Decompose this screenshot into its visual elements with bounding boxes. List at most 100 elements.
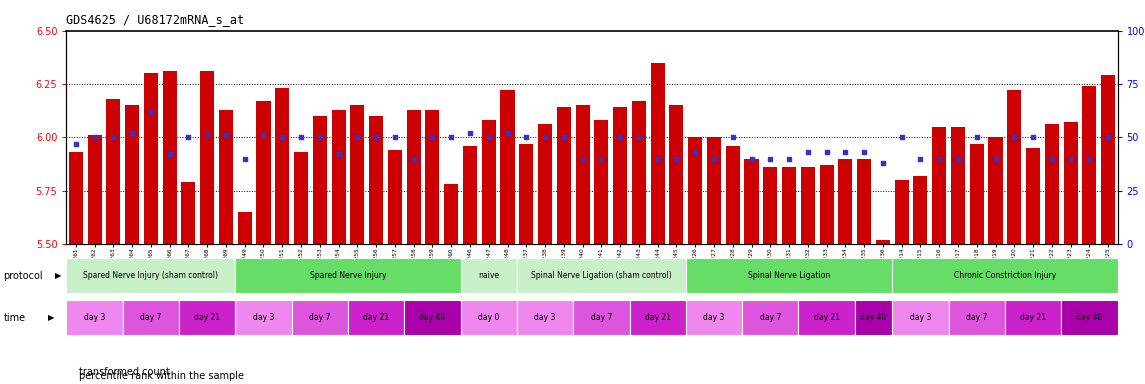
Point — [460, 130, 479, 136]
Bar — [388, 150, 402, 244]
Point — [705, 156, 724, 162]
Text: day 0: day 0 — [479, 313, 499, 322]
Bar — [988, 137, 1003, 244]
Bar — [556, 108, 571, 244]
Text: Chronic Constriction Injury: Chronic Constriction Injury — [954, 271, 1056, 280]
Point — [630, 134, 648, 140]
Bar — [800, 167, 815, 244]
Bar — [1064, 122, 1077, 244]
Text: day 40: day 40 — [419, 313, 445, 322]
Bar — [369, 116, 384, 244]
Text: time: time — [3, 313, 25, 323]
Bar — [1005, 300, 1061, 335]
Bar — [144, 73, 158, 244]
Bar — [574, 300, 630, 335]
Text: day 21: day 21 — [645, 313, 671, 322]
Point — [198, 132, 216, 138]
Point — [292, 134, 310, 140]
Bar — [332, 109, 346, 244]
Point — [986, 156, 1004, 162]
Bar — [613, 108, 627, 244]
Bar — [219, 109, 232, 244]
Point — [686, 149, 704, 155]
Bar — [69, 152, 82, 244]
Point — [874, 160, 892, 166]
Bar — [1044, 124, 1059, 244]
Point — [442, 134, 460, 140]
Bar — [576, 105, 590, 244]
Bar — [650, 63, 665, 244]
Point — [330, 151, 348, 157]
Bar — [892, 300, 948, 335]
Bar — [764, 167, 777, 244]
Bar — [798, 300, 854, 335]
Point — [855, 149, 874, 155]
Bar — [538, 124, 552, 244]
Point — [366, 134, 385, 140]
Point — [574, 156, 592, 162]
Text: ▶: ▶ — [55, 271, 62, 280]
Text: day 3: day 3 — [253, 313, 274, 322]
Text: Spinal Nerve Ligation (sham control): Spinal Nerve Ligation (sham control) — [531, 271, 672, 280]
Text: day 21: day 21 — [1020, 313, 1047, 322]
Bar — [706, 137, 721, 244]
Bar — [686, 300, 742, 335]
Point — [123, 130, 141, 136]
Point — [911, 156, 930, 162]
Bar — [970, 144, 984, 244]
Bar — [66, 300, 123, 335]
Bar — [238, 212, 252, 244]
Text: transformed count: transformed count — [79, 367, 169, 377]
Point — [216, 132, 235, 138]
Bar — [516, 258, 686, 293]
Bar — [426, 109, 440, 244]
Point — [648, 156, 666, 162]
Text: day 21: day 21 — [363, 313, 389, 322]
Point — [892, 134, 910, 140]
Bar — [313, 116, 326, 244]
Bar — [1061, 300, 1118, 335]
Bar — [404, 300, 460, 335]
Text: Spinal Nerve Ligation: Spinal Nerve Ligation — [748, 271, 830, 280]
Bar — [294, 152, 308, 244]
Point — [1099, 134, 1118, 140]
Point — [930, 156, 948, 162]
Point — [536, 134, 554, 140]
Bar — [256, 101, 270, 244]
Bar — [858, 159, 871, 244]
Bar — [1026, 148, 1040, 244]
Text: day 3: day 3 — [84, 313, 105, 322]
Bar — [1101, 76, 1115, 244]
Bar — [838, 159, 852, 244]
Text: day 3: day 3 — [910, 313, 931, 322]
Text: day 21: day 21 — [195, 313, 220, 322]
Point — [480, 134, 498, 140]
Point — [554, 134, 572, 140]
Point — [949, 156, 968, 162]
Text: protocol: protocol — [3, 270, 44, 281]
Bar — [1082, 86, 1097, 244]
Point — [498, 130, 516, 136]
Point — [236, 156, 254, 162]
Bar — [181, 182, 196, 244]
Point — [724, 134, 742, 140]
Point — [386, 134, 404, 140]
Bar — [670, 105, 684, 244]
Point — [1024, 134, 1042, 140]
Point — [404, 156, 423, 162]
Bar — [125, 105, 140, 244]
Point — [761, 156, 780, 162]
Point — [86, 134, 104, 140]
Text: day 3: day 3 — [535, 313, 555, 322]
Bar — [876, 240, 890, 244]
Text: day 40: day 40 — [860, 313, 886, 322]
Point — [1080, 156, 1098, 162]
Bar — [236, 300, 292, 335]
Text: Spared Nerve Injury (sham control): Spared Nerve Injury (sham control) — [84, 271, 219, 280]
Text: day 3: day 3 — [703, 313, 725, 322]
Bar — [632, 101, 646, 244]
Point — [142, 109, 160, 115]
Bar — [460, 300, 516, 335]
Point — [611, 134, 630, 140]
Bar — [742, 300, 798, 335]
